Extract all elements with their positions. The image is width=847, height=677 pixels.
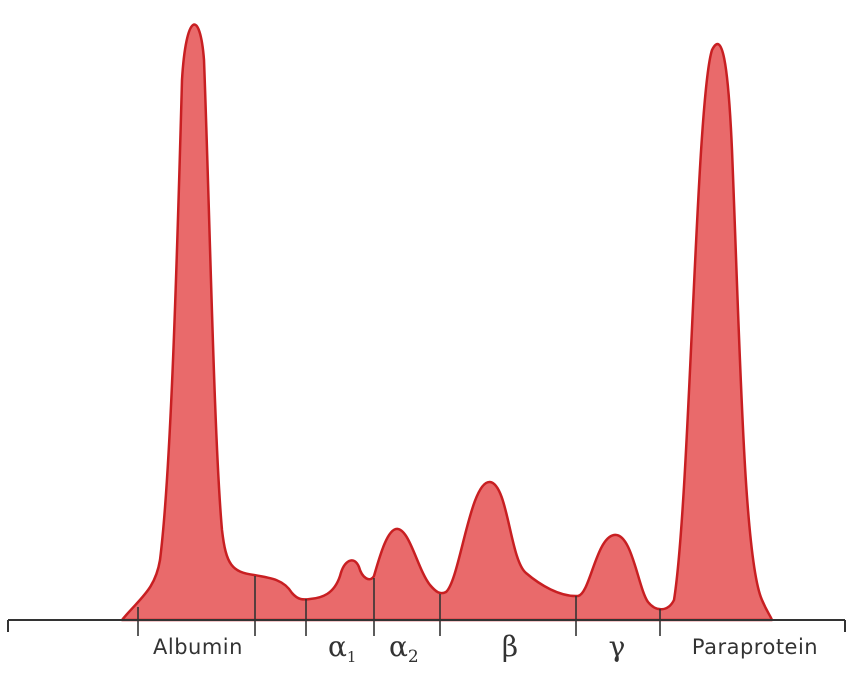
label-alpha1: α1 [328, 630, 356, 666]
protein-density-area [120, 23, 774, 622]
label-gamma: γ [609, 630, 626, 663]
label-beta: β [502, 630, 518, 663]
label-paraprotein: Paraprotein [692, 635, 818, 659]
region-dividers [137, 576, 661, 636]
label-alpha2: α2 [389, 630, 419, 667]
label-albumin: Albumin [153, 635, 243, 659]
x-axis [7, 619, 846, 632]
region-labels: Albumin α1 α2 β γ Paraprotein [153, 630, 818, 667]
